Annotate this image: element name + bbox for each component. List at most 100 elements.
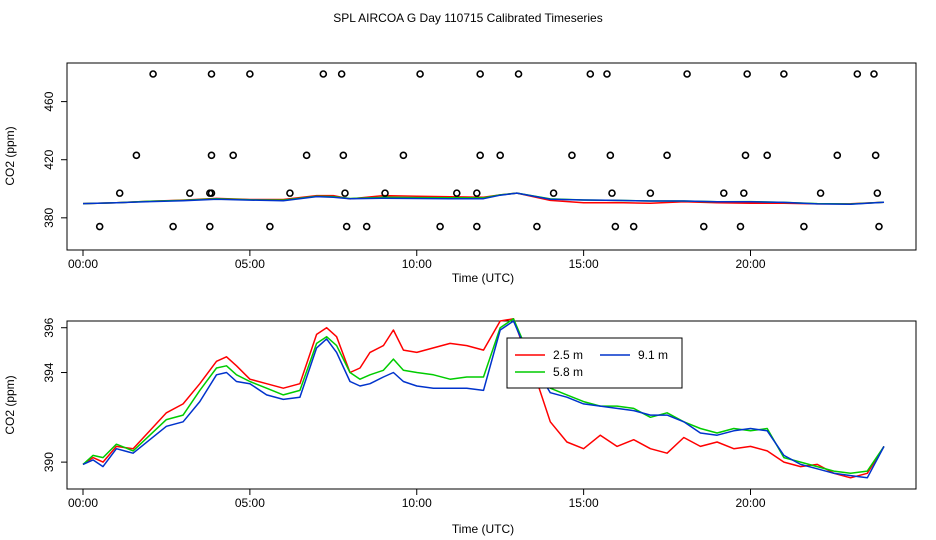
legend-label-5-8m: 5.8 m — [553, 365, 583, 379]
flag-point — [476, 151, 484, 160]
flag-point — [800, 222, 808, 231]
flag-point — [229, 151, 237, 160]
flag-point — [186, 189, 194, 197]
flag-point — [337, 70, 346, 78]
flag-point — [549, 189, 558, 197]
bottom-series-group — [82, 318, 885, 479]
flag-point — [603, 70, 611, 78]
x-tick-label: 20:00 — [735, 496, 765, 510]
bottom-y-axis-label: CO2 (ppm) — [3, 375, 17, 434]
x-tick-label: 15:00 — [569, 257, 599, 271]
flag-point — [476, 70, 484, 78]
y-tick-label: 380 — [42, 207, 56, 227]
flag-point — [207, 151, 216, 160]
flag-point — [629, 222, 638, 231]
flag-point — [207, 70, 216, 78]
legend-box — [506, 337, 683, 389]
top-x-axis-label: Time (UTC) — [452, 271, 514, 285]
flag-point — [743, 70, 751, 78]
flag-point — [740, 189, 748, 197]
top-series-group — [82, 192, 885, 206]
series-line-5-8-m — [82, 318, 885, 475]
x-tick-label: 10:00 — [402, 257, 432, 271]
x-tick-label: 00:00 — [68, 257, 98, 271]
legend-label-2-5m: 2.5 m — [553, 348, 583, 362]
figure-title: SPL AIRCOA G Day 110715 Calibrated Times… — [333, 11, 602, 25]
flag-point — [473, 222, 481, 231]
flag-point — [149, 70, 157, 78]
flag-point — [169, 222, 177, 231]
flag-point — [416, 70, 424, 78]
x-tick-label: 15:00 — [569, 496, 599, 510]
y-tick-label: 394 — [42, 362, 56, 382]
flag-point — [763, 151, 771, 160]
flag-point — [816, 189, 825, 197]
flag-point — [586, 70, 595, 78]
flag-point — [533, 222, 541, 231]
flag-point — [246, 70, 254, 78]
flag-point — [207, 189, 216, 197]
y-tick-label: 390 — [42, 452, 56, 472]
flag-point — [568, 151, 576, 160]
flag-point — [339, 151, 348, 160]
flag-point — [115, 189, 124, 197]
x-tick-label: 10:00 — [402, 496, 432, 510]
flag-point — [699, 222, 708, 231]
flag-point — [853, 70, 862, 78]
flag-point — [496, 151, 504, 160]
bottom-panel: 00:00 05:00 10:00 15:00 20:00 390 394 396 Time … — [3, 317, 917, 536]
flag-point — [741, 151, 750, 160]
flag-point — [683, 70, 691, 78]
flag-point — [266, 222, 274, 231]
flag-point — [606, 151, 615, 160]
y-tick-label: 396 — [42, 317, 56, 337]
flag-point — [362, 222, 371, 231]
flag-point — [132, 151, 141, 160]
y-tick-label: 460 — [42, 91, 56, 111]
flag-point — [514, 70, 523, 78]
top-axes: 00:00 05:00 10:00 15:00 20:00 380 420 460 — [42, 91, 766, 271]
flag-point — [663, 151, 671, 160]
series-line-9-1-m — [82, 320, 885, 479]
y-tick-label: 420 — [42, 149, 56, 169]
flag-point — [871, 151, 880, 160]
flag-point — [452, 189, 461, 197]
flag-point — [719, 189, 728, 197]
flag-point — [870, 70, 878, 78]
flag-point — [341, 189, 349, 197]
flag-point — [646, 189, 655, 197]
flag-point — [833, 151, 842, 160]
flag-point — [611, 222, 620, 231]
flag-point — [302, 151, 311, 160]
flag-point — [206, 222, 214, 231]
legend: 2.5 m 9.1 m 5.8 m — [506, 337, 683, 389]
flag-point — [875, 222, 883, 231]
top-y-axis-label: CO2 (ppm) — [3, 126, 17, 185]
flag-point — [608, 189, 616, 197]
flag-point — [95, 222, 104, 231]
flag-point — [436, 222, 444, 231]
flag-point — [319, 70, 328, 78]
flag-point — [873, 189, 882, 197]
bottom-x-axis-label: Time (UTC) — [452, 522, 514, 536]
flag-point — [286, 189, 294, 197]
flag-point — [736, 222, 745, 231]
series-line-2-5-m — [82, 318, 885, 479]
x-tick-label: 05:00 — [235, 496, 265, 510]
flag-point — [381, 189, 389, 197]
x-tick-label: 20:00 — [735, 257, 765, 271]
flag-point — [342, 222, 351, 231]
flag-point — [473, 189, 481, 197]
flag-point — [399, 151, 408, 160]
series-line-9-1-m — [82, 192, 885, 206]
legend-label-9-1m: 9.1 m — [638, 348, 668, 362]
bottom-axes: 00:00 05:00 10:00 15:00 20:00 390 394 396 — [42, 317, 766, 510]
x-tick-label: 00:00 — [68, 496, 98, 510]
top-plot-frame — [66, 62, 917, 251]
top-panel: 00:00 05:00 10:00 15:00 20:00 380 420 460 Time … — [3, 62, 917, 285]
top-flag-points — [95, 70, 883, 231]
flag-point — [780, 70, 788, 78]
bottom-plot-frame — [66, 320, 917, 490]
